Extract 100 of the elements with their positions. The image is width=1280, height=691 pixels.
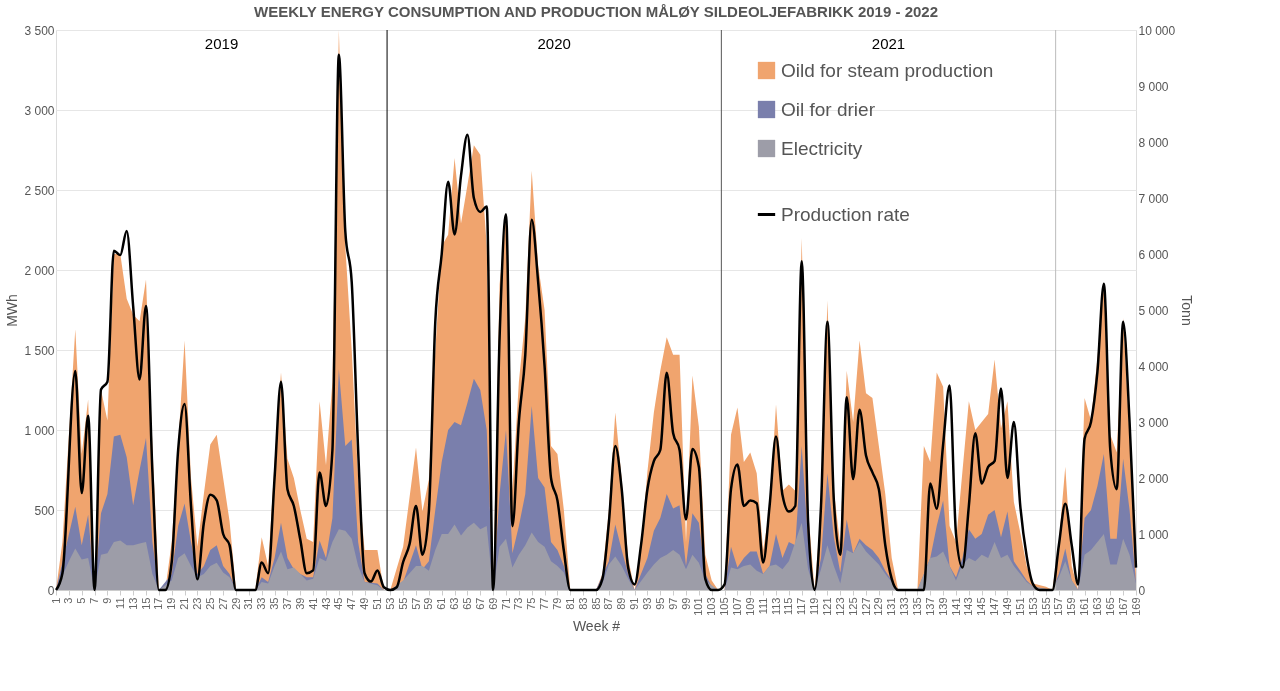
x-tick-label: 49 [358,597,371,610]
x-tick-label: 103 [705,597,718,616]
y2-axis-title: Tonn [1179,295,1196,326]
x-tick-label: 5 [75,597,88,604]
x-tick-label: 81 [563,597,576,610]
x-tick-label: 107 [730,597,743,616]
annotation: 2020 [537,35,571,52]
y2-tick-label: 2 000 [1138,471,1169,486]
y2-tick-label: 0 [1138,583,1146,598]
x-tick-label: 113 [769,597,782,616]
x-tick-label: 11 [113,597,126,609]
x-axis-title: Week # [572,617,621,634]
y-tick-label: 0 [47,583,55,598]
y-tick-label: 1 500 [24,343,55,358]
x-tick-label: 37 [280,597,293,610]
x-tick-label: 67 [473,597,486,610]
legend-label: Oild for steam production [781,59,994,81]
x-tick-label: 149 [1000,597,1013,616]
x-tick-label: 125 [846,597,859,616]
y-tick-label: 1 000 [24,423,55,438]
x-tick-label: 33 [255,597,268,610]
y2-tick-label: 1 000 [1138,527,1169,542]
annotation: 2021 [871,35,906,52]
x-tick-label: 97 [666,597,679,610]
x-tick-label: 129 [872,597,885,616]
x-tick-label: 1 [49,597,62,604]
x-tick-label: 153 [1026,597,1039,616]
x-tick-label: 45 [332,597,345,610]
x-tick-label: 77 [538,597,551,610]
x-tick-label: 139 [936,597,949,616]
x-tick-label: 35 [268,597,281,610]
x-tick-label: 43 [319,597,332,610]
x-tick-label: 117 [795,597,808,616]
x-tick-label: 89 [615,597,628,610]
x-tick-label: 63 [448,597,461,610]
x-tick-label: 161 [1078,597,1091,616]
x-tick-label: 55 [396,597,409,610]
legend-label: Electricity [781,137,863,159]
x-tick-label: 99 [679,597,692,610]
x-tick-label: 105 [718,597,731,616]
y-axis-title: MWh [4,294,21,327]
x-tick-label: 163 [1090,597,1103,616]
legend-label: Production rate [781,203,910,225]
x-tick-label: 135 [910,597,923,616]
x-tick-label: 31 [242,597,255,610]
chart-title: WEEKLY ENERGY CONSUMPTION AND PRODUCTION MÅLØY SILDEOLJEFABRIKK 2019 - 2022 [253,3,939,20]
x-tick-label: 85 [589,597,602,610]
y-tick-label: 3 000 [24,103,55,118]
x-tick-label: 93 [640,597,653,610]
x-tick-label: 25 [203,597,216,610]
x-tick-label: 157 [1052,597,1065,616]
y-tick-label: 2 000 [24,263,55,278]
x-tick-label: 41 [306,597,319,610]
x-tick-label: 143 [962,597,975,616]
y2-tick-label: 10 000 [1138,23,1176,38]
x-tick-label: 17 [152,597,165,610]
x-tick-label: 169 [1129,597,1142,616]
x-tick-label: 73 [512,597,525,610]
y-tick-label: 500 [34,503,55,518]
x-tick-label: 115 [782,597,795,616]
y-tick-label: 3 500 [24,23,55,38]
x-tick-label: 59 [422,597,435,610]
x-tick-label: 137 [923,597,936,616]
x-tick-label: 9 [100,597,113,604]
y2-tick-label: 6 000 [1138,247,1169,262]
x-tick-label: 13 [126,597,139,610]
x-tick-label: 133 [898,597,911,616]
x-tick-label: 119 [808,597,821,616]
x-tick-label: 75 [525,597,538,610]
x-tick-label: 69 [486,597,499,610]
x-tick-label: 27 [216,597,229,610]
x-tick-label: 19 [165,597,178,610]
x-tick-label: 79 [550,597,563,610]
x-tick-label: 155 [1039,597,1052,616]
x-tick-label: 87 [602,597,615,610]
x-tick-label: 95 [653,597,666,610]
x-tick-label: 39 [293,597,306,610]
x-tick-label: 29 [229,597,242,610]
x-tick-label: 145 [975,597,988,616]
x-tick-label: 109 [743,597,756,616]
x-tick-label: 151 [1013,597,1026,616]
x-tick-label: 83 [576,597,589,610]
x-tick-label: 15 [139,597,152,610]
y2-tick-label: 5 000 [1138,303,1169,318]
x-tick-label: 21 [178,597,191,610]
x-tick-label: 91 [628,597,641,610]
x-tick-label: 147 [988,597,1001,616]
y2-tick-label: 9 000 [1138,79,1169,94]
x-tick-label: 3 [62,597,75,604]
y2-tick-label: 3 000 [1138,415,1169,430]
x-tick-label: 57 [409,597,422,610]
y2-tick-label: 8 000 [1138,135,1169,150]
x-tick-label: 47 [345,597,358,610]
y2-tick-label: 4 000 [1138,359,1169,374]
annotation: 2019 [204,35,239,52]
x-tick-label: 159 [1065,597,1078,616]
x-tick-label: 165 [1103,597,1116,616]
x-tick-label: 121 [820,597,833,616]
x-tick-label: 141 [949,597,962,616]
x-tick-label: 127 [859,597,872,616]
